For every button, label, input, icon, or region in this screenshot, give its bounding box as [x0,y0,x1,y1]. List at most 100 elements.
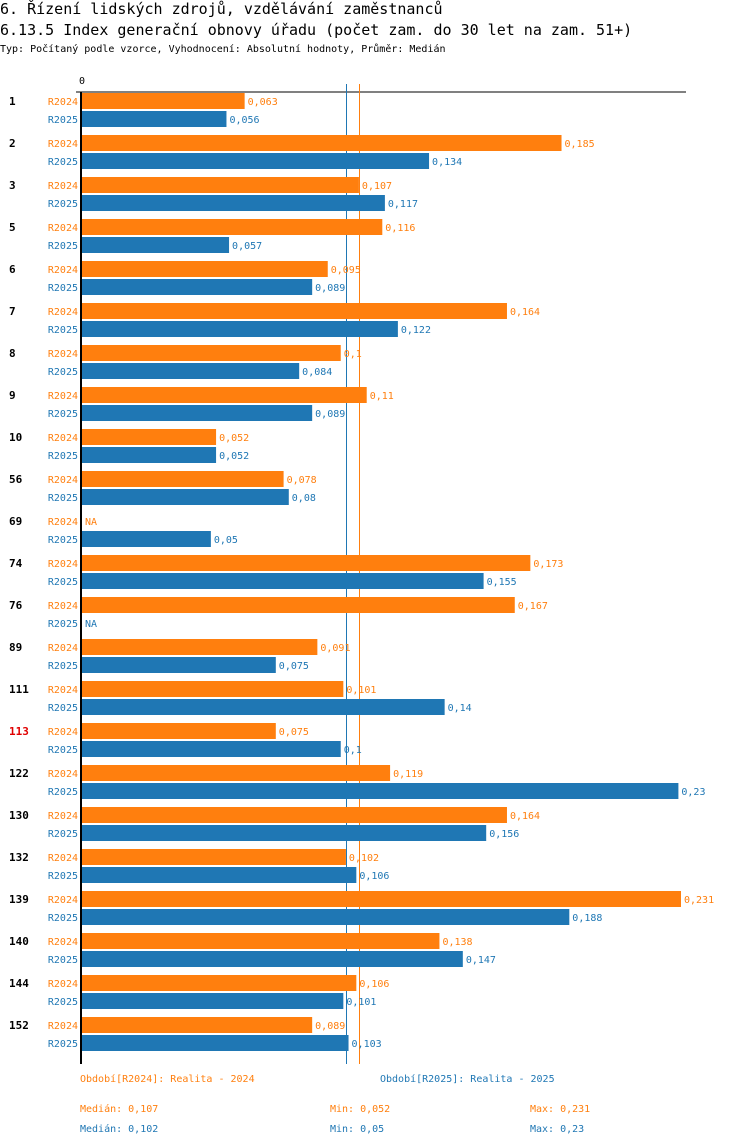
series-label: R2024 [48,139,78,150]
bar-r2025 [81,573,484,589]
series-label: R2024 [48,601,78,612]
category-label: 111 [9,683,29,696]
data-label: 0,188 [572,913,602,924]
category-label: 7 [9,305,16,318]
category-label: 140 [9,935,29,948]
series-label: R2025 [48,955,78,966]
data-label: 0,101 [346,685,376,696]
category-label: 89 [9,641,22,654]
category-label: 122 [9,767,29,780]
bar-r2024 [81,93,245,109]
legend-r2025: Období[R2025]: Realita - 2025 [380,1074,555,1085]
bar-r2025 [81,741,341,757]
data-label: 0,11 [370,391,394,402]
series-label: R2024 [48,265,78,276]
data-label: 0,1 [344,349,362,360]
bar-r2025 [81,657,276,673]
series-label: R2025 [48,283,78,294]
series-label: R2024 [48,97,78,108]
bar-r2025 [81,321,398,337]
data-label: 0,089 [315,409,345,420]
series-label: R2024 [48,685,78,696]
series-label: R2025 [48,577,78,588]
bar-r2025 [81,993,344,1009]
bar-r2025 [81,1035,349,1051]
data-label: 0,138 [442,937,472,948]
series-label: R2025 [48,1039,78,1050]
data-label: 0,056 [229,115,259,126]
data-label: 0,119 [393,769,423,780]
bar-r2025 [81,489,289,505]
data-label: 0,05 [214,535,238,546]
series-label: R2025 [48,913,78,924]
bar-r2025 [81,405,313,421]
bar-r2025 [81,111,227,127]
category-label: 10 [9,431,22,444]
data-label: 0,078 [287,475,317,486]
category-label: 3 [9,179,16,192]
bar-r2024 [81,933,440,949]
bar-r2024 [81,261,328,277]
category-label: 5 [9,221,16,234]
series-label: R2025 [48,493,78,504]
data-label: 0,231 [684,895,714,906]
stat-max-r2025: Max: 0,23 [530,1124,585,1135]
bar-r2024 [81,765,391,781]
bar-r2024 [81,849,346,865]
series-label: R2024 [48,643,78,654]
series-label: R2024 [48,391,78,402]
bar-r2024 [81,723,276,739]
series-label: R2025 [48,787,78,798]
bar-r2025 [81,783,679,799]
data-label: 0,117 [388,199,418,210]
series-label: R2025 [48,745,78,756]
data-label: 0,075 [279,727,309,738]
series-label: R2024 [48,475,78,486]
bar-r2024 [81,555,531,571]
category-label: 2 [9,137,16,150]
bar-r2025 [81,825,487,841]
series-label: R2025 [48,241,78,252]
stat-median-r2024: Medián: 0,107 [80,1104,159,1115]
bar-r2025 [81,867,357,883]
data-label: 0,102 [349,853,379,864]
category-label: 139 [9,893,29,906]
series-label: R2025 [48,703,78,714]
data-label: 0,089 [315,1021,345,1032]
category-label: 76 [9,599,23,612]
category-label: 1 [9,95,16,108]
bar-r2025 [81,909,570,925]
axis-zero-label: 0 [79,76,85,87]
bar-r2024 [81,303,507,319]
series-label: R2024 [48,979,78,990]
data-label: 0,14 [448,703,472,714]
data-label: 0,106 [359,871,389,882]
category-label: 8 [9,347,16,360]
category-label: 132 [9,851,29,864]
series-label: R2024 [48,181,78,192]
series-label: R2024 [48,517,78,528]
data-label: 0,103 [352,1039,382,1050]
data-label: 0,052 [219,433,249,444]
stat-max-r2024: Max: 0,231 [530,1104,591,1115]
data-label: 0,08 [292,493,316,504]
series-label: R2025 [48,829,78,840]
category-label: 152 [9,1019,29,1032]
series-label: R2025 [48,367,78,378]
page-title: 6. Řízení lidských zdrojů, vzdělávání za… [0,0,443,18]
stat-median-r2025: Medián: 0,102 [80,1124,159,1135]
data-label: 0,164 [510,307,540,318]
series-label: R2025 [48,451,78,462]
series-label: R2025 [48,619,78,630]
data-label: 0,122 [401,325,431,336]
data-label: 0,095 [331,265,361,276]
bar-r2025 [81,531,211,547]
data-label: 0,052 [219,451,249,462]
stat-min-r2024: Min: 0,052 [330,1104,391,1115]
series-label: R2025 [48,535,78,546]
bar-r2024 [81,597,515,613]
series-label: R2024 [48,895,78,906]
data-label: 0,164 [510,811,540,822]
category-label: 74 [9,557,23,570]
